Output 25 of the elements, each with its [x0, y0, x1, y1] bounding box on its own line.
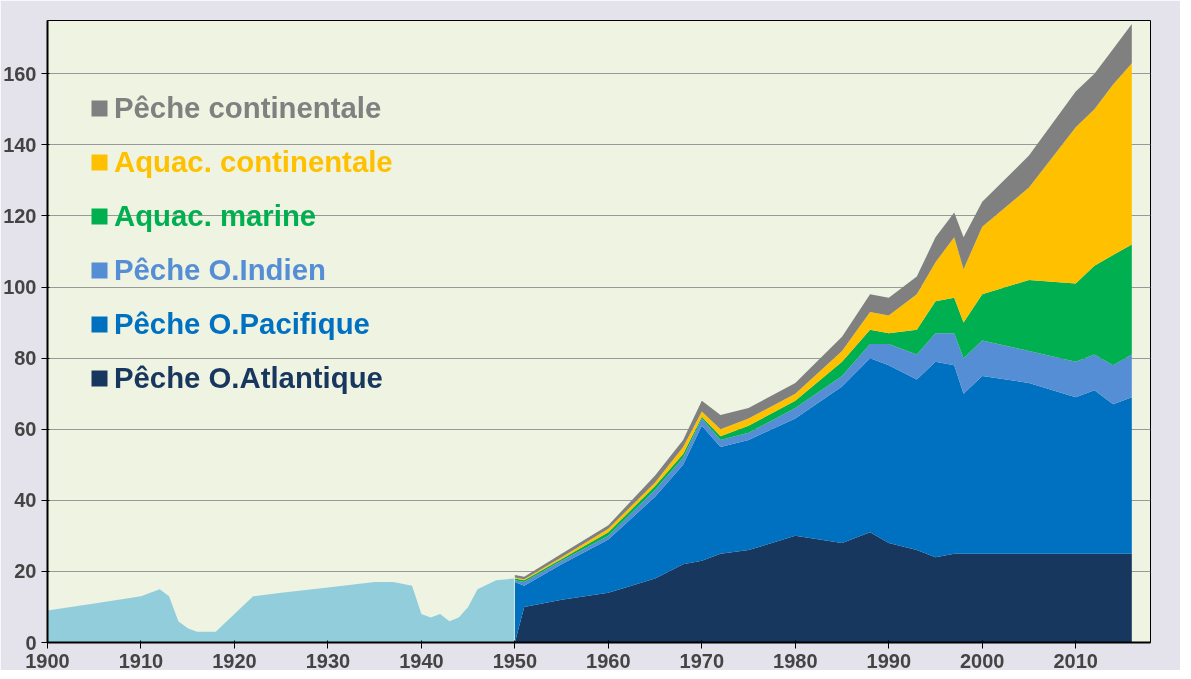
x-tick-label: 1990	[866, 649, 912, 672]
y-tick-label: 120	[3, 204, 37, 227]
x-tick-label: 1960	[586, 649, 631, 672]
legend-label: Pêche O.Atlantique	[114, 361, 383, 395]
x-tick-label: 1980	[773, 649, 818, 672]
y-tick-label: 140	[3, 133, 37, 156]
x-tick-label: 1970	[679, 649, 725, 672]
x-tick-label: 2000	[960, 649, 1005, 672]
legend-label: Pêche O.Indien	[114, 253, 326, 287]
x-tick-label: 1950	[492, 649, 538, 672]
legend-label: Pêche continentale	[114, 91, 382, 125]
y-tick-label: 80	[14, 347, 37, 370]
x-tick-label: 1920	[212, 649, 257, 672]
legend-label: Aquac. continentale	[114, 145, 393, 179]
y-tick-label: 60	[14, 418, 37, 441]
x-tick-label: 1910	[118, 649, 164, 672]
legend-label: Pêche O.Pacifique	[114, 307, 370, 341]
y-tick-label: 100	[3, 276, 37, 299]
x-tick-label: 1940	[399, 649, 444, 672]
y-tick-label: 160	[3, 62, 37, 85]
x-tick-label: 2010	[1053, 649, 1098, 672]
y-tick-label: 40	[14, 489, 37, 512]
legend-label: Aquac. marine	[114, 199, 317, 233]
x-tick-label: 1930	[305, 649, 351, 672]
y-tick-label: 20	[14, 560, 37, 583]
